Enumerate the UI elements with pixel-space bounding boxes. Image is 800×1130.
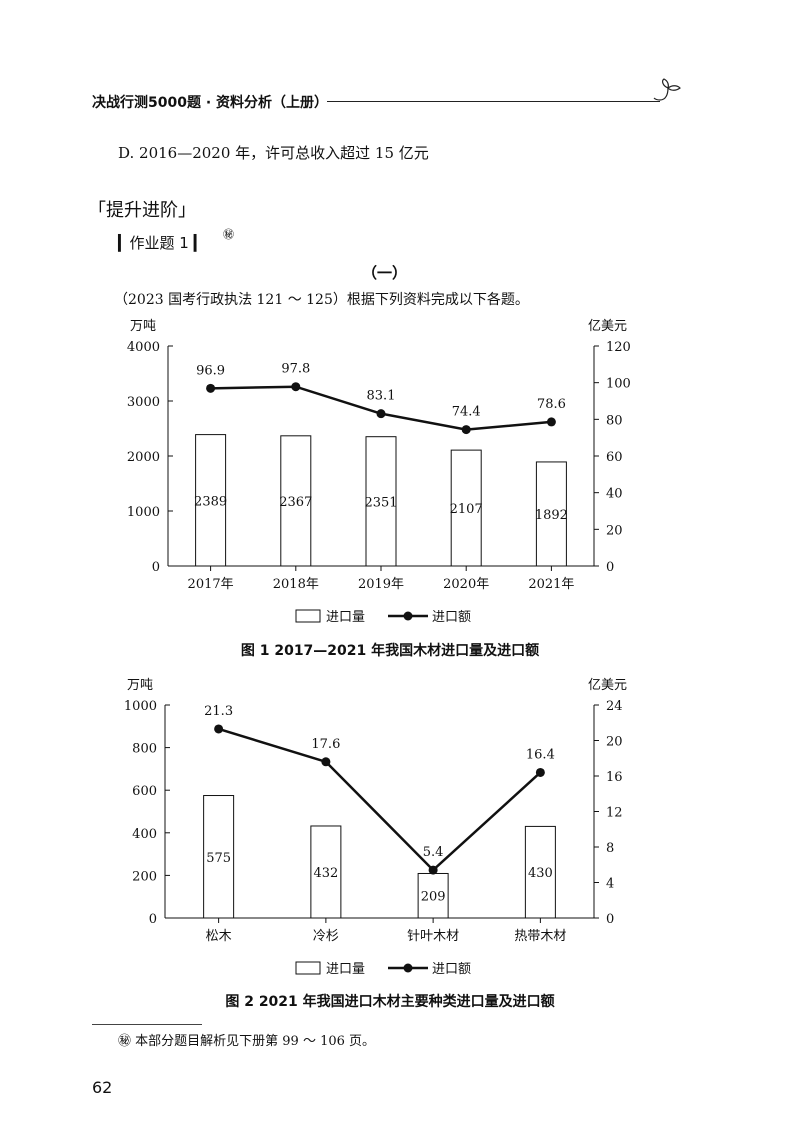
bar-value-label: 2351 (364, 495, 397, 510)
category-label: 冷杉 (313, 929, 339, 944)
chart-1-svg: 万吨 亿美元 0 1000 2000 3000 4000 0 20 40 60 80 100 120 238… (127, 319, 631, 659)
section-heading: 「提升进阶」 (88, 200, 196, 221)
line-point-3 (376, 409, 386, 419)
right-tick-label: 20 (606, 523, 623, 538)
legend-bar-label: 进口量 (326, 962, 365, 977)
bar-1 (195, 434, 227, 567)
bar-value-label: 430 (528, 866, 553, 881)
running-header-title: 决战行测5000题 · 资料分析（上册） (92, 95, 329, 111)
left-tick-label: 800 (132, 742, 157, 757)
category-label: 2020年 (443, 577, 489, 592)
left-axis-unit: 万吨 (130, 319, 156, 334)
sprout-icon (653, 78, 681, 101)
footnote-rule (92, 1024, 202, 1025)
bar-value-label: 2107 (450, 502, 483, 517)
right-tick-label: 80 (606, 413, 623, 428)
answer-option-d: D. 2016—2020 年，许可总收入超过 15 亿元 (118, 144, 429, 162)
chart-caption: 图 1 2017—2021 年我国木材进口量及进口额 (241, 642, 539, 659)
legend-line-marker (403, 611, 413, 621)
line-value-label: 78.6 (537, 397, 566, 412)
category-label: 2019年 (358, 577, 404, 592)
category-label: 2017年 (188, 577, 234, 592)
chart-2-svg: 万吨 亿美元 0 200 400 600 800 1000 0 4 8 12 16 20 24 575 松木 43… (124, 678, 627, 1010)
right-tick-label: 60 (606, 450, 623, 465)
bar-value-label: 575 (206, 851, 231, 866)
chart-2: 万吨 亿美元 0 200 400 600 800 1000 0 4 8 12 16 20 24 575 松木 43… (110, 672, 670, 1017)
left-tick-label: 400 (132, 827, 157, 842)
right-tick-label: 8 (606, 841, 614, 856)
category-label: 松木 (206, 929, 232, 944)
category-label: 针叶木材 (407, 929, 459, 944)
right-tick-label: 0 (606, 560, 614, 575)
left-tick-label: 1000 (124, 699, 157, 714)
right-tick-label: 100 (606, 377, 631, 392)
right-tick-label: 0 (606, 912, 614, 927)
bar-4 (450, 449, 482, 567)
line-value-label: 97.8 (281, 362, 310, 377)
category-label: 2018年 (273, 577, 319, 592)
homework-label: ▎作业题 1 ▎ (118, 234, 206, 252)
secret-mark-icon: ㊙ (223, 228, 234, 241)
left-tick-label: 0 (149, 912, 157, 927)
line-value-label: 16.4 (526, 747, 555, 762)
right-tick-label: 24 (606, 699, 623, 714)
line-point-4 (461, 425, 471, 435)
right-axis-unit: 亿美元 (588, 678, 627, 693)
bar-value-label: 1892 (535, 508, 568, 523)
line-point-3 (428, 865, 438, 875)
bar-5 (535, 461, 567, 567)
line-value-label: 17.6 (311, 737, 340, 752)
right-tick-label: 120 (606, 340, 631, 355)
left-tick-label: 1000 (127, 505, 160, 520)
line-value-label: 74.4 (452, 405, 481, 420)
line-value-label: 5.4 (423, 845, 444, 860)
line-point-4 (535, 767, 545, 777)
bar-1 (203, 795, 235, 919)
line-point-1 (206, 383, 216, 393)
line-value-label: 83.1 (367, 389, 396, 404)
left-tick-label: 4000 (127, 340, 160, 355)
right-tick-label: 12 (606, 806, 623, 821)
line-value-label: 21.3 (204, 704, 233, 719)
line-point-1 (214, 724, 224, 734)
legend-bar-swatch (295, 961, 321, 975)
right-tick-label: 16 (606, 770, 623, 785)
bar-2 (310, 825, 342, 919)
bar-value-label: 2367 (279, 495, 312, 510)
chart-1: 万吨 亿美元 0 1000 2000 3000 4000 0 20 40 60 80 100 120 238… (110, 318, 670, 668)
left-tick-label: 600 (132, 784, 157, 799)
bar-3 (365, 436, 397, 567)
footnote: ㊙ 本部分题目解析见下册第 99 ～ 106 页。 (118, 1034, 376, 1049)
left-tick-label: 200 (132, 869, 157, 884)
right-axis-unit: 亿美元 (588, 319, 627, 334)
category-label: 热带木材 (514, 929, 566, 944)
left-tick-label: 0 (152, 560, 160, 575)
right-tick-label: 4 (606, 877, 614, 892)
line-series-path (218, 727, 542, 872)
line-point-2 (291, 382, 301, 392)
question-intro: （2023 国考行政执法 121 ～ 125）根据下列资料完成以下各题。 (114, 292, 529, 308)
legend-bar-label: 进口量 (326, 610, 365, 625)
line-point-2 (321, 757, 331, 767)
chart-caption: 图 2 2021 年我国进口木材主要种类进口量及进口额 (225, 993, 554, 1010)
bar-value-label: 432 (313, 866, 338, 881)
bar-value-label: 2389 (194, 494, 227, 509)
header-rule (327, 101, 660, 102)
left-tick-label: 2000 (127, 450, 160, 465)
left-axis-unit: 万吨 (127, 678, 153, 693)
legend-line-marker (403, 963, 413, 973)
legend-bar-swatch (295, 609, 321, 623)
part-number: （一） (362, 264, 408, 282)
category-label: 2021年 (528, 577, 574, 592)
bar-4 (524, 825, 556, 919)
right-tick-label: 20 (606, 735, 623, 750)
page-number: 62 (92, 1078, 113, 1097)
legend-line-label: 进口额 (432, 962, 471, 977)
legend-line-label: 进口额 (432, 610, 471, 625)
right-tick-label: 40 (606, 487, 623, 502)
left-tick-label: 3000 (127, 395, 160, 410)
line-value-label: 96.9 (196, 363, 225, 378)
bar-value-label: 209 (421, 890, 446, 905)
line-point-5 (546, 417, 556, 427)
